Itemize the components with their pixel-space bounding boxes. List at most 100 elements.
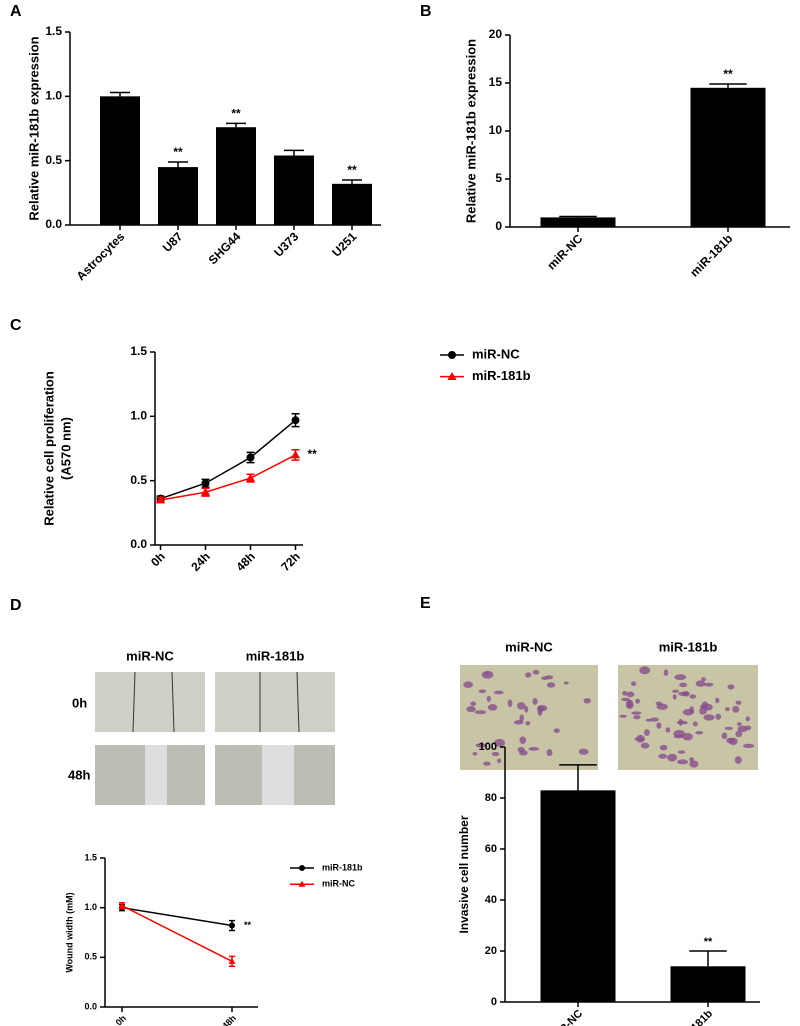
cell [486, 695, 491, 702]
cell [532, 669, 540, 675]
cell [650, 717, 659, 722]
cell [701, 677, 706, 682]
cell [665, 727, 671, 733]
cell [695, 680, 706, 687]
error-bar [110, 91, 130, 97]
cell [478, 689, 487, 693]
cell [484, 672, 489, 676]
y-axis-label: (A570 nm) [58, 417, 73, 480]
invasion-images [460, 665, 758, 770]
cell [659, 744, 668, 751]
cell [470, 701, 477, 707]
cell [519, 714, 525, 722]
cell [563, 681, 569, 685]
wound-gap [145, 745, 167, 805]
bar [690, 87, 766, 227]
cell [679, 682, 688, 688]
cell [724, 707, 730, 712]
error-bar [226, 122, 246, 128]
cell [633, 715, 641, 720]
cell [732, 705, 740, 713]
cell [678, 718, 683, 726]
y-tick-label: 1.0 [130, 409, 147, 423]
y-tick-label: 100 [479, 741, 497, 753]
marker [245, 473, 256, 482]
cell [715, 713, 722, 720]
cell [537, 707, 543, 716]
cell [622, 690, 628, 696]
cell [673, 734, 684, 739]
marker [291, 416, 300, 425]
image-row-label: 48h [68, 767, 90, 782]
cell [677, 759, 689, 765]
cell [513, 720, 524, 725]
marker [201, 479, 210, 488]
panel-letter: E [420, 595, 431, 612]
cell [682, 732, 693, 741]
bar [332, 183, 372, 225]
panel-letter: C [10, 317, 22, 334]
cell [663, 669, 669, 676]
cell [525, 721, 531, 726]
cell [517, 702, 526, 710]
cell [491, 751, 500, 757]
cell [626, 691, 635, 698]
cell [656, 722, 662, 729]
marker [246, 453, 255, 462]
marker [200, 487, 211, 496]
marker [448, 351, 456, 359]
y-tick-label: 0.0 [45, 217, 62, 231]
significance: ** [704, 936, 713, 948]
cell [727, 684, 735, 690]
y-axis-label: Relative cell proliferation [41, 371, 56, 526]
cell [735, 730, 743, 738]
image-row-label: 0h [72, 695, 87, 710]
cell [631, 681, 637, 686]
y-tick-label: 60 [485, 843, 497, 855]
y-tick-label: 0.5 [130, 473, 147, 487]
error-bar [559, 764, 597, 791]
significance: ** [231, 107, 241, 121]
line [160, 454, 296, 501]
cell [692, 721, 698, 727]
marker [228, 957, 236, 964]
image [460, 665, 598, 770]
cell [701, 701, 709, 710]
cell [524, 706, 529, 713]
y-axis-label: Invasive cell number [457, 815, 471, 933]
cell [483, 761, 491, 766]
bar [100, 96, 140, 225]
y-axis-label: Relative miR-181b expression [463, 39, 478, 223]
y-tick-label: 0 [491, 996, 497, 1008]
y-tick-label: 80 [485, 792, 497, 804]
cell [626, 699, 634, 708]
wound-gap [262, 745, 294, 805]
cell [674, 674, 687, 681]
cell [474, 710, 487, 715]
significance: ** [173, 145, 183, 159]
error-bar [689, 950, 727, 967]
image-column-label: miR-NC [126, 648, 174, 663]
line [121, 905, 233, 962]
cell [619, 714, 627, 718]
y-tick-label: 1.5 [45, 24, 62, 38]
cell [736, 722, 742, 726]
y-tick-label: 15 [489, 75, 503, 89]
marker [229, 922, 235, 929]
cell [742, 743, 755, 748]
legend-label: miR-NC [472, 346, 520, 361]
y-tick-label: 20 [489, 27, 503, 41]
bar [540, 790, 616, 1002]
wound-edge [171, 671, 175, 733]
cell [689, 757, 695, 762]
cell [475, 743, 487, 748]
image-column-label: miR-NC [505, 639, 553, 654]
cell [721, 732, 728, 740]
cell [631, 711, 642, 715]
y-tick-label: 1.0 [84, 902, 97, 912]
error-bar [284, 149, 304, 156]
cell [528, 747, 540, 751]
legend-label: miR-181b [322, 862, 363, 872]
cell [672, 694, 677, 700]
